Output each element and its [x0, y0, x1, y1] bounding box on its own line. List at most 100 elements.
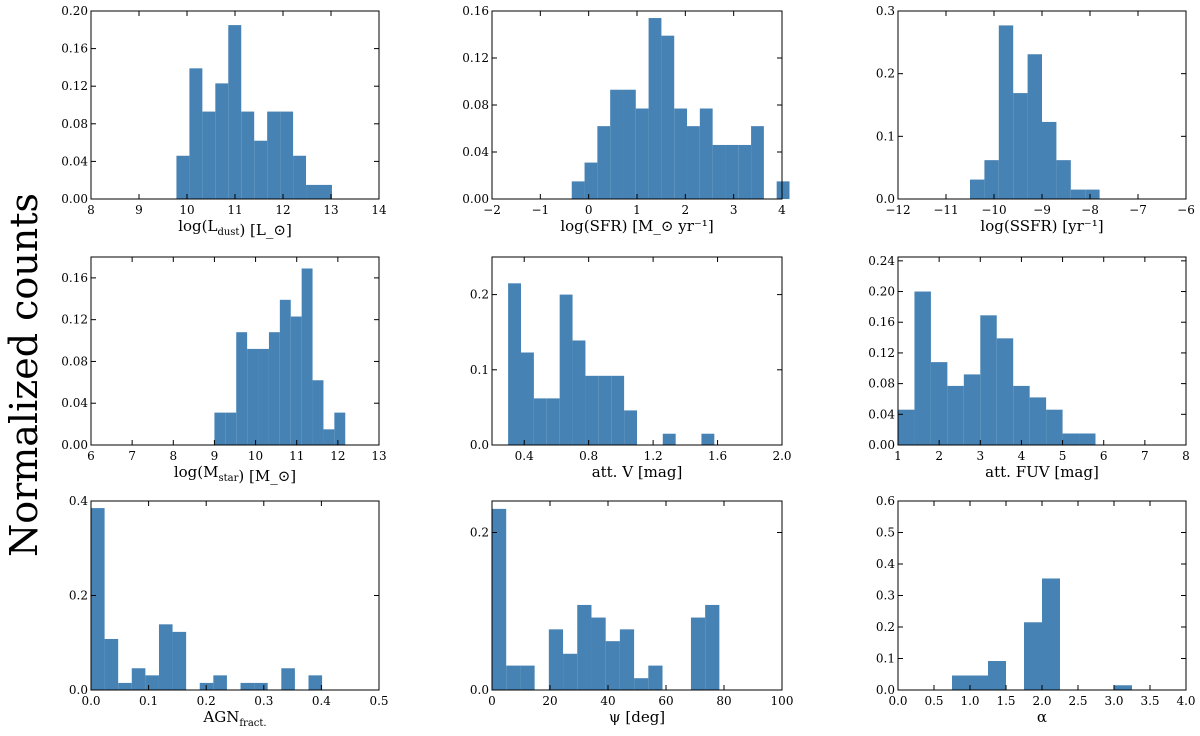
panel-5: 0.4 0.8 1.2 1.6 2.0 0.0 0.1 0.2 att. V [mag]	[470, 256, 792, 481]
x-tick-label: 1.0	[960, 694, 979, 708]
axes-frame	[90, 500, 380, 691]
histogram-bar	[572, 340, 586, 445]
x-tick-label: 11	[289, 449, 304, 463]
histogram-bar	[712, 144, 726, 199]
x-tick-label: 10	[179, 203, 194, 217]
histogram-bar	[738, 144, 752, 199]
y-tick-label: 0.0	[876, 192, 895, 206]
y-tick-label: 0.6	[876, 494, 895, 508]
histogram-bar	[1062, 433, 1080, 445]
x-tick-label: 0.0	[888, 694, 907, 708]
panel-1: 8 9 10 11 12 13 14 0.00 0.04 0.08 0.12 0.16 0.20 log(…	[61, 4, 387, 239]
y-tick-label: 0.20	[868, 285, 895, 299]
histogram-bar	[611, 375, 625, 445]
histogram-bar	[228, 25, 242, 199]
y-tick-label: 0.08	[61, 117, 88, 131]
histogram-bar	[705, 604, 720, 690]
histogram-bar	[577, 604, 592, 690]
histogram-bar	[334, 412, 346, 445]
panel-7: 0.0 0.1 0.2 0.3 0.4 0.5 0.0 0.2 0.4 AGNfract.	[69, 494, 389, 729]
x-tick-label: 1.2	[644, 449, 663, 463]
histogram-bar	[998, 25, 1014, 199]
y-tick-label: 0.3	[876, 4, 895, 18]
histogram-bar	[506, 665, 521, 690]
y-tick-label: 0.04	[61, 154, 88, 168]
x-tick-label: 1.6	[708, 449, 727, 463]
histogram-bar	[508, 283, 521, 445]
histogram-bar	[546, 398, 560, 445]
histogram-bar	[984, 160, 999, 199]
histogram-bar	[674, 108, 688, 199]
x-tick-label: −7	[1129, 203, 1147, 217]
histogram-bar	[725, 144, 739, 199]
y-tick-label: 0.12	[61, 79, 88, 93]
histogram-bar	[1029, 397, 1047, 445]
x-axis-label: ψ [deg]	[609, 708, 665, 726]
x-tick-label: −8	[1081, 203, 1099, 217]
y-tick-label: 0.12	[61, 313, 88, 327]
y-tick-label: 0.08	[868, 377, 895, 391]
histogram-bar	[690, 617, 706, 690]
x-tick-label: 3	[976, 449, 984, 463]
y-tick-label: 0.3	[876, 589, 895, 603]
x-tick-label: 0.2	[197, 694, 216, 708]
histogram-bar	[240, 682, 255, 690]
x-tick-label: 9	[211, 449, 219, 463]
y-tick-label: 0.2	[69, 589, 88, 603]
y-tick-label: 0.16	[61, 271, 88, 285]
histogram-bar	[533, 398, 547, 445]
histogram-bar	[254, 682, 268, 690]
histogram-bar	[281, 668, 295, 690]
y-tick-label: 0.20	[61, 4, 88, 18]
panel-4: 6 7 8 9 10 11 12 13 0.00 0.04 0.08 0.12 0.16 log(Msta…	[61, 256, 387, 485]
histogram-bar	[634, 678, 649, 690]
x-tick-label: 0.4	[312, 694, 331, 708]
histogram-bar	[492, 508, 507, 691]
x-tick-label: 3	[730, 203, 738, 217]
x-tick-label: 7	[128, 449, 136, 463]
histogram-bar	[619, 629, 635, 690]
histogram-bar	[214, 412, 226, 445]
histogram-bar	[306, 184, 319, 199]
axes-frame	[491, 500, 783, 691]
x-tick-label: 9	[135, 203, 143, 217]
x-tick-label: 0	[585, 203, 593, 217]
y-tick-label: 0.24	[868, 254, 895, 268]
y-tick-label: 0.5	[876, 526, 895, 540]
histogram-bar	[254, 140, 268, 199]
x-axis-label: log(Ldust) [L_⊙]	[178, 217, 292, 239]
histogram-bar	[661, 35, 675, 199]
x-tick-label: 13	[323, 203, 338, 217]
histogram-bar	[548, 629, 564, 690]
y-tick-label: 0.12	[462, 51, 489, 65]
y-tick-label: 0.4	[876, 557, 895, 571]
histogram-bar	[319, 184, 332, 199]
histogram-bar	[172, 631, 187, 690]
histogram-bar	[605, 641, 620, 690]
histogram-bar	[91, 508, 105, 690]
histogram-bar	[145, 675, 159, 690]
histogram-bar	[584, 162, 598, 199]
histogram-bar	[280, 111, 294, 199]
x-tick-label: −12	[885, 203, 910, 217]
histogram-bar	[308, 675, 323, 690]
x-tick-label: 0.4	[515, 449, 534, 463]
x-tick-label: 1	[894, 449, 902, 463]
histogram-bar	[1013, 93, 1028, 199]
histogram-bar	[648, 18, 662, 199]
x-tick-label: 2.5	[1068, 694, 1087, 708]
y-tick-label: 0.16	[61, 42, 88, 56]
x-tick-label: 40	[600, 694, 615, 708]
x-tick-label: 13	[371, 449, 386, 463]
x-tick-label: 4	[1018, 449, 1026, 463]
histogram-bar	[648, 665, 663, 690]
y-tick-label: 0.12	[868, 346, 895, 360]
x-tick-label: 3.0	[1104, 694, 1123, 708]
y-tick-label: 0.00	[61, 192, 88, 206]
histogram-bar	[898, 409, 915, 445]
histogram-bar	[258, 348, 269, 445]
histogram-bar	[290, 316, 302, 445]
histogram-bar	[598, 375, 612, 445]
histogram-bar	[776, 181, 790, 200]
